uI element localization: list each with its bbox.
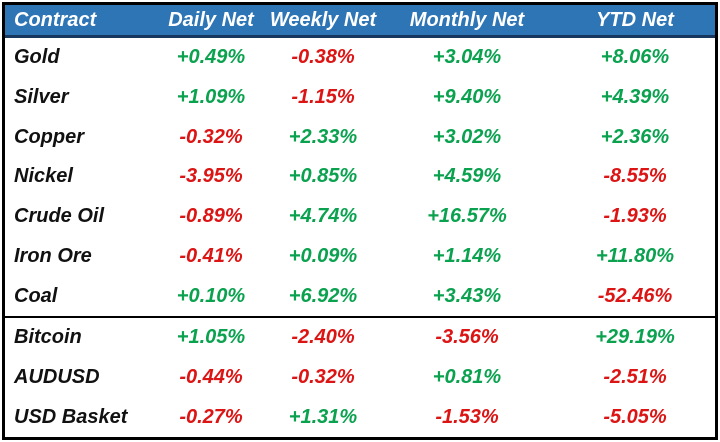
value-cell: +29.19%: [595, 326, 675, 349]
value-cell: -0.38%: [291, 46, 355, 69]
contract-name: AUDUSD: [14, 365, 100, 388]
value-cell: -0.44%: [179, 365, 243, 388]
table-row: Nickel -3.95% +0.85% +4.59% -8.55%: [5, 157, 715, 197]
value-cell: -8.55%: [603, 165, 667, 188]
column-header-weekly-net: Weekly Net: [269, 8, 377, 31]
value-cell: +6.92%: [288, 284, 358, 307]
contract-name: Coal: [14, 284, 58, 307]
value-cell: +4.59%: [432, 165, 502, 188]
value-cell: +3.02%: [432, 125, 502, 148]
contract-name: Bitcoin: [14, 326, 82, 349]
value-cell: -0.27%: [179, 405, 243, 428]
table-row: Coal +0.10% +6.92% +3.43% -52.46%: [5, 276, 715, 316]
value-cell: +0.09%: [288, 244, 358, 267]
contract-name: Nickel: [14, 165, 73, 188]
contract-name: Gold: [14, 46, 60, 69]
value-cell: +11.80%: [595, 244, 675, 267]
value-cell: +1.31%: [288, 405, 358, 428]
table-row: USD Basket -0.27% +1.31% -1.53% -5.05%: [5, 397, 715, 438]
value-cell: -2.40%: [291, 326, 355, 349]
column-header-monthly-net: Monthly Net: [409, 8, 525, 31]
value-cell: -3.95%: [179, 165, 243, 188]
table-row: Gold +0.49% -0.38% +3.04% +8.06%: [5, 38, 715, 78]
table-body: Gold +0.49% -0.38% +3.04% +8.06% Silver +1.09%…: [5, 38, 715, 438]
value-cell: -5.05%: [603, 405, 667, 428]
value-cell: +8.06%: [600, 46, 670, 69]
value-cell: -1.15%: [291, 86, 355, 109]
column-header-daily-net: Daily Net: [168, 8, 254, 31]
value-cell: -1.93%: [603, 205, 667, 228]
column-header-ytd-net: YTD Net: [596, 8, 674, 31]
value-cell: +4.74%: [288, 205, 358, 228]
value-cell: +16.57%: [427, 205, 507, 228]
table-row: Iron Ore -0.41% +0.09% +1.14% +11.80%: [5, 236, 715, 277]
value-cell: +4.39%: [600, 86, 670, 109]
value-cell: +0.10%: [176, 284, 246, 307]
value-cell: +9.40%: [432, 86, 502, 109]
contract-name: USD Basket: [14, 405, 128, 428]
value-cell: +0.49%: [176, 46, 246, 69]
value-cell: -2.51%: [603, 365, 667, 388]
table-row: Silver +1.09% -1.15% +9.40% +4.39%: [5, 77, 715, 118]
table-header: Contract Daily Net Weekly Net Monthly Ne…: [5, 5, 715, 38]
contract-name: Iron Ore: [14, 244, 92, 267]
column-header-contract: Contract: [14, 8, 97, 31]
table-row: Crude Oil -0.89% +4.74% +16.57% -1.93%: [5, 196, 715, 237]
value-cell: -0.32%: [291, 365, 355, 388]
value-cell: +1.05%: [176, 326, 246, 349]
contract-name: Silver: [14, 86, 69, 109]
value-cell: -3.56%: [435, 326, 499, 349]
value-cell: +0.85%: [288, 165, 358, 188]
value-cell: -1.53%: [435, 405, 499, 428]
value-cell: -0.41%: [179, 244, 243, 267]
value-cell: +2.36%: [600, 125, 670, 148]
table-row: AUDUSD -0.44% -0.32% +0.81% -2.51%: [5, 357, 715, 398]
value-cell: -0.32%: [179, 125, 243, 148]
contract-name: Crude Oil: [14, 205, 105, 228]
value-cell: -0.89%: [179, 205, 243, 228]
table-row: Bitcoin +1.05% -2.40% -3.56% +29.19%: [5, 317, 715, 358]
value-cell: +0.81%: [432, 365, 502, 388]
group-divider: [5, 315, 715, 318]
value-cell: +1.09%: [176, 86, 246, 109]
value-cell: +2.33%: [288, 125, 358, 148]
value-cell: +3.04%: [432, 46, 502, 69]
value-cell: +3.43%: [432, 284, 502, 307]
value-cell: +1.14%: [432, 244, 502, 267]
value-cell: -52.46%: [597, 284, 673, 307]
contract-name: Copper: [14, 125, 84, 148]
table-row: Copper -0.32% +2.33% +3.02% +2.36%: [5, 117, 715, 158]
